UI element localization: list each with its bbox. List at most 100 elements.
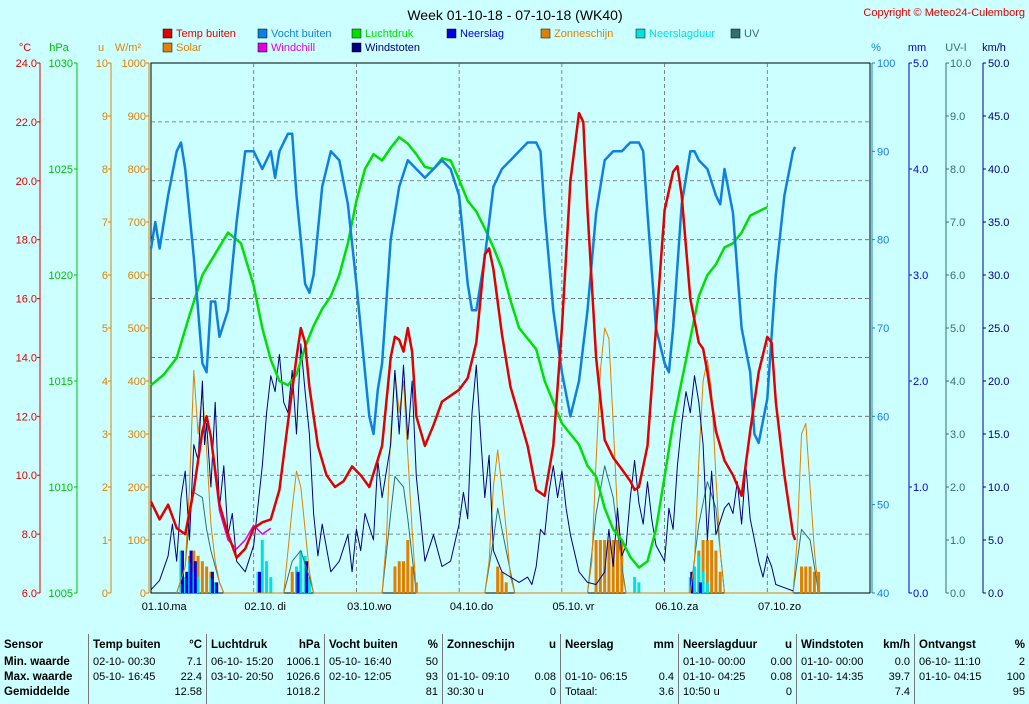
stats-separator [914, 634, 915, 704]
zonneschijn-bar [812, 571, 816, 593]
stats-min-value: 1006.1 [286, 656, 320, 668]
chart-title: Week 01-10-18 - 07-10-18 (WK40) [407, 7, 622, 23]
temp-axis-tick-label: 12.0 [16, 411, 37, 423]
wind-axis-tick-label: 35.0 [988, 217, 1009, 229]
stats-min-row: 01-10- 00:00 0.00 [683, 656, 792, 671]
axes: °C6.08.010.012.014.016.018.020.022.024.0… [16, 42, 1010, 600]
pressure-axis-tick-label: 1005 [49, 588, 73, 600]
uv-axis-unit: UV-I [945, 42, 966, 54]
uv-axis-tick-label: 3.0 [950, 429, 965, 441]
pressure-axis-tick-label: 1025 [49, 164, 73, 176]
sunshine-axis-tick-label: 4 [102, 376, 108, 388]
zonneschijn-bar [393, 566, 397, 593]
stats-column: Windstoten km/h 01-10- 00:00 0.0 01-10- 14:3… [797, 634, 914, 704]
sunshine-axis-tick-label: 6 [102, 270, 108, 282]
temp-axis-tick-label: 6.0 [22, 588, 37, 600]
rain-axis-tick-label: 1.0 [913, 482, 928, 494]
stats-sensor-header: Sensor [4, 639, 43, 651]
stats-avg-value: 7.4 [894, 686, 910, 698]
zonneschijn-bar [205, 566, 209, 593]
stats-column-header: Temp buiten °C [93, 639, 202, 651]
temp-axis-unit: °C [19, 42, 31, 54]
stats-min-value: 50 [425, 656, 438, 668]
stats-max-time: 01-10- 09:10 [447, 671, 510, 683]
wind-axis-tick-label: 25.0 [988, 323, 1009, 335]
uv-axis-tick-label: 4.0 [950, 376, 965, 388]
zonneschijn-bar [504, 582, 508, 593]
stats-avg-row: 30:30 u 0 [447, 686, 556, 701]
neerslagduur-bar [633, 577, 637, 593]
legend-swatch [257, 28, 268, 39]
zonneschijn-bar [607, 540, 611, 593]
sunshine-axis-tick-label: 3 [102, 429, 108, 441]
neerslag-bar [180, 550, 184, 593]
uv-axis-tick-label: 2.0 [950, 482, 965, 494]
pressure-axis-tick-label: 1015 [49, 376, 73, 388]
neerslag-bar [215, 582, 219, 593]
stats-column-header: Neerslagduur u [683, 639, 792, 651]
stats-max-row: 01-10- 04:25 0.08 [683, 671, 792, 686]
pressure-line [150, 135, 768, 569]
stats-max-time: 01-10- 04:15 [919, 671, 982, 683]
stats-min-row: 02-10- 00:30 7.1 [93, 656, 202, 671]
stats-column-header: Luchtdruk hPa [211, 639, 320, 651]
stats-max-row: 05-10- 16:45 22.4 [93, 671, 202, 686]
x-weekday-label: do [481, 601, 493, 613]
stats-avg-row: Totaal: 3.6 [565, 686, 674, 701]
zonneschijn-bar [500, 571, 504, 593]
neerslag-bar [296, 571, 300, 593]
legend-swatch [351, 42, 362, 53]
stats-avg-value: 1018.2 [286, 686, 320, 698]
wind-axis-tick-label: 40.0 [988, 164, 1009, 176]
stats-max-time: 01-10- 14:35 [801, 671, 864, 683]
rain-axis-tick-label: 2.0 [913, 376, 928, 388]
stats-max-row: 03-10- 20:50 1026.6 [211, 671, 320, 686]
x-weekday-label: ma [171, 601, 187, 613]
stats-min-time: 02-10- 00:30 [93, 656, 156, 668]
x-date-label: 03.10. [347, 601, 378, 613]
stats-avg-row: 81 [329, 686, 438, 701]
solar-axis-unit: W/m² [115, 42, 142, 54]
wind-gust-line [150, 343, 794, 592]
wind-axis-tick-label: 10.0 [988, 482, 1009, 494]
humidity-axis-unit: % [871, 42, 881, 54]
sunshine-axis-tick-label: 5 [102, 323, 108, 335]
stats-column-header: Ontvangst% [919, 639, 1025, 651]
zonneschijn-bar [714, 550, 718, 593]
x-weekday-label: vr [585, 601, 595, 613]
uv-axis-tick-label: 1.0 [950, 535, 965, 547]
wind-axis-tick-label: 5.0 [988, 535, 1003, 547]
plot-frame [150, 62, 871, 594]
wind-axis-tick-label: 0.0 [988, 588, 1003, 600]
stats-avg-value: 81 [425, 686, 438, 698]
humidity-axis-tick-label: 50 [877, 500, 889, 512]
zonneschijn-bar [496, 566, 500, 593]
temp-axis-tick-label: 16.0 [16, 294, 37, 306]
legend-label: Luchtdruk [365, 28, 414, 40]
temp-axis-tick-label: 8.0 [22, 529, 37, 541]
legend-swatch [446, 28, 457, 39]
stats-column-unit: % [1014, 639, 1025, 651]
sunshine-axis-tick-label: 10 [96, 58, 108, 70]
legend-label: UV [744, 28, 760, 40]
stats-max-row: 01-10- 14:35 39.7 [801, 671, 910, 686]
stats-min-row [447, 656, 556, 671]
wind-axis-tick-label: 50.0 [988, 58, 1009, 70]
rain-axis-unit: mm [908, 42, 926, 54]
x-date-label: 04.10. [450, 601, 481, 613]
stats-min-value: 0.0 [894, 656, 910, 668]
stats-separator [88, 634, 89, 704]
temp-axis-tick-label: 22.0 [16, 117, 37, 129]
uv-axis-tick-label: 9.0 [950, 111, 965, 123]
stats-column: Neerslagduur u 01-10- 00:00 0.00 01-10- 04:2… [679, 634, 796, 704]
x-axis-labels: 01.10. ma 02.10. di 03.10. wo 04.10. do 05.10. vr… [142, 601, 801, 613]
solar-axis-tick-label: 900 [128, 111, 146, 123]
neerslagduur-bar [269, 577, 273, 593]
neerslag-bar [185, 571, 189, 593]
zonneschijn-bar [808, 566, 812, 593]
zonneschijn-bar [598, 540, 602, 593]
legend-swatch [351, 28, 362, 39]
stats-min-value: 0.00 [770, 656, 792, 668]
zonneschijn-bar [701, 540, 705, 593]
temp-axis-tick-label: 20.0 [16, 176, 37, 188]
